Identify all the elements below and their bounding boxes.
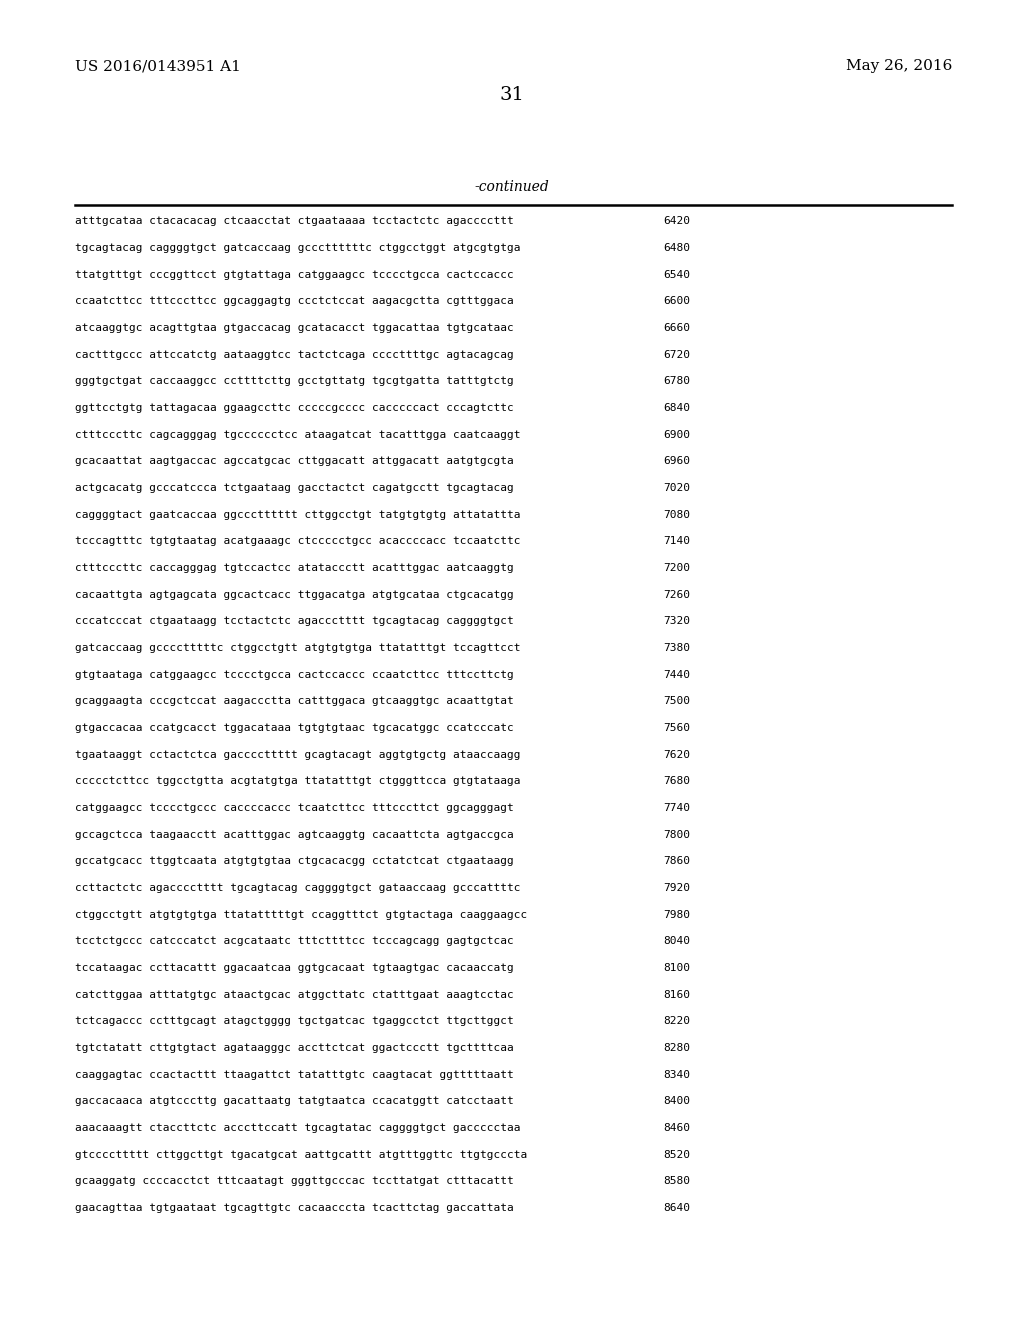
Text: cccatcccat ctgaataagg tcctactctc agaccctttt tgcagtacag caggggtgct: cccatcccat ctgaataagg tcctactctc agaccct… (75, 616, 513, 627)
Text: -continued: -continued (475, 180, 549, 194)
Text: tcctctgccc catcccatct acgcataatc tttcttttcc tcccagcagg gagtgctcac: tcctctgccc catcccatct acgcataatc tttcttt… (75, 936, 513, 946)
Text: 8160: 8160 (664, 990, 690, 999)
Text: gccatgcacc ttggtcaata atgtgtgtaa ctgcacacgg cctatctcat ctgaataagg: gccatgcacc ttggtcaata atgtgtgtaa ctgcaca… (75, 857, 513, 866)
Text: 7740: 7740 (664, 803, 690, 813)
Text: 7140: 7140 (664, 536, 690, 546)
Text: tcccagtttc tgtgtaatag acatgaaagc ctccccctgcc acaccccacc tccaatcttc: tcccagtttc tgtgtaatag acatgaaagc ctccccc… (75, 536, 520, 546)
Text: 8460: 8460 (664, 1123, 690, 1133)
Text: ttatgtttgt cccggttcct gtgtattaga catggaagcc tcccctgcca cactccaccc: ttatgtttgt cccggttcct gtgtattaga catggaa… (75, 269, 513, 280)
Text: tgcagtacag caggggtgct gatcaccaag gcccttttttc ctggcctggt atgcgtgtga: tgcagtacag caggggtgct gatcaccaag gcccttt… (75, 243, 520, 253)
Text: 7560: 7560 (664, 723, 690, 733)
Text: 7380: 7380 (664, 643, 690, 653)
Text: tgtctatatt cttgtgtact agataagggc accttctcat ggactccctt tgcttttcaa: tgtctatatt cttgtgtact agataagggc accttct… (75, 1043, 513, 1053)
Text: ctttcccttc caccagggag tgtccactcc atataccctt acatttggac aatcaaggtg: ctttcccttc caccagggag tgtccactcc atatacc… (75, 564, 513, 573)
Text: gcaaggatg ccccacctct tttcaatagt gggttgcccac tccttatgat ctttacattt: gcaaggatg ccccacctct tttcaatagt gggttgcc… (75, 1176, 513, 1187)
Text: 7620: 7620 (664, 750, 690, 760)
Text: actgcacatg gcccatccca tctgaataag gacctactct cagatgcctt tgcagtacag: actgcacatg gcccatccca tctgaataag gacctac… (75, 483, 513, 494)
Text: 7680: 7680 (664, 776, 690, 787)
Text: caaggagtac ccactacttt ttaagattct tatatttgtc caagtacat ggtttttaatt: caaggagtac ccactacttt ttaagattct tatattt… (75, 1069, 513, 1080)
Text: US 2016/0143951 A1: US 2016/0143951 A1 (75, 59, 241, 74)
Text: ctggcctgtt atgtgtgtga ttatatttttgt ccaggtttct gtgtactaga caaggaagcc: ctggcctgtt atgtgtgtga ttatatttttgt ccagg… (75, 909, 527, 920)
Text: 7440: 7440 (664, 669, 690, 680)
Text: 8400: 8400 (664, 1097, 690, 1106)
Text: 8520: 8520 (664, 1150, 690, 1160)
Text: 6840: 6840 (664, 403, 690, 413)
Text: 7320: 7320 (664, 616, 690, 627)
Text: 7020: 7020 (664, 483, 690, 494)
Text: 6420: 6420 (664, 216, 690, 227)
Text: 8040: 8040 (664, 936, 690, 946)
Text: ccccctcttcc tggcctgtta acgtatgtga ttatatttgt ctgggttcca gtgtataaga: ccccctcttcc tggcctgtta acgtatgtga ttatat… (75, 776, 520, 787)
Text: 8100: 8100 (664, 964, 690, 973)
Text: 8220: 8220 (664, 1016, 690, 1027)
Text: catggaagcc tcccctgccc caccccaccc tcaatcttcc tttcccttct ggcagggagt: catggaagcc tcccctgccc caccccaccc tcaatct… (75, 803, 513, 813)
Text: tccataagac ccttacattt ggacaatcaa ggtgcacaat tgtaagtgac cacaaccatg: tccataagac ccttacattt ggacaatcaa ggtgcac… (75, 964, 513, 973)
Text: ctttcccttc cagcagggag tgcccccctcc ataagatcat tacatttgga caatcaaggt: ctttcccttc cagcagggag tgcccccctcc ataaga… (75, 430, 520, 440)
Text: catcttggaa atttatgtgc ataactgcac atggcttatc ctatttgaat aaagtcctac: catcttggaa atttatgtgc ataactgcac atggctt… (75, 990, 513, 999)
Text: gcaggaagta cccgctccat aagaccctta catttggaca gtcaaggtgc acaattgtat: gcaggaagta cccgctccat aagaccctta catttgg… (75, 697, 513, 706)
Text: gtgaccacaa ccatgcacct tggacataaa tgtgtgtaac tgcacatggc ccatcccatc: gtgaccacaa ccatgcacct tggacataaa tgtgtgt… (75, 723, 513, 733)
Text: May 26, 2016: May 26, 2016 (846, 59, 952, 74)
Text: gtgtaataga catggaagcc tcccctgcca cactccaccc ccaatcttcc tttccttctg: gtgtaataga catggaagcc tcccctgcca cactcca… (75, 669, 513, 680)
Text: gtccccttttt cttggcttgt tgacatgcat aattgcattt atgtttggttc ttgtgcccta: gtccccttttt cttggcttgt tgacatgcat aattgc… (75, 1150, 527, 1160)
Text: 7500: 7500 (664, 697, 690, 706)
Text: ggttcctgtg tattagacaa ggaagccttc cccccgcccc cacccccact cccagtcttc: ggttcctgtg tattagacaa ggaagccttc cccccgc… (75, 403, 513, 413)
Text: 31: 31 (500, 86, 524, 104)
Text: 7980: 7980 (664, 909, 690, 920)
Text: 7200: 7200 (664, 564, 690, 573)
Text: caggggtact gaatcaccaa ggccctttttt cttggcctgt tatgtgtgtg attatattta: caggggtact gaatcaccaa ggccctttttt cttggc… (75, 510, 520, 520)
Text: 6540: 6540 (664, 269, 690, 280)
Text: 7860: 7860 (664, 857, 690, 866)
Text: 7260: 7260 (664, 590, 690, 599)
Text: gggtgctgat caccaaggcc ccttttcttg gcctgttatg tgcgtgatta tatttgtctg: gggtgctgat caccaaggcc ccttttcttg gcctgtt… (75, 376, 513, 387)
Text: 6960: 6960 (664, 457, 690, 466)
Text: 6480: 6480 (664, 243, 690, 253)
Text: 7920: 7920 (664, 883, 690, 894)
Text: tgaataaggt cctactctca gaccccttttt gcagtacagt aggtgtgctg ataaccaagg: tgaataaggt cctactctca gaccccttttt gcagta… (75, 750, 520, 760)
Text: tctcagaccc cctttgcagt atagctgggg tgctgatcac tgaggcctct ttgcttggct: tctcagaccc cctttgcagt atagctgggg tgctgat… (75, 1016, 513, 1027)
Text: 8340: 8340 (664, 1069, 690, 1080)
Text: atttgcataa ctacacacag ctcaacctat ctgaataaaa tcctactctc agaccccttt: atttgcataa ctacacacag ctcaacctat ctgaata… (75, 216, 513, 227)
Text: gaacagttaa tgtgaataat tgcagttgtc cacaacccta tcacttctag gaccattata: gaacagttaa tgtgaataat tgcagttgtc cacaacc… (75, 1203, 513, 1213)
Text: ccttactctc agacccctttt tgcagtacag caggggtgct gataaccaag gcccattttc: ccttactctc agacccctttt tgcagtacag cagggg… (75, 883, 520, 894)
Text: 6720: 6720 (664, 350, 690, 360)
Text: 7800: 7800 (664, 830, 690, 840)
Text: cactttgccc attccatctg aataaggtcc tactctcaga ccccttttgc agtacagcag: cactttgccc attccatctg aataaggtcc tactctc… (75, 350, 513, 360)
Text: 8640: 8640 (664, 1203, 690, 1213)
Text: gaccacaaca atgtcccttg gacattaatg tatgtaatca ccacatggtt catcctaatt: gaccacaaca atgtcccttg gacattaatg tatgtaa… (75, 1097, 513, 1106)
Text: 6900: 6900 (664, 430, 690, 440)
Text: gccagctcca taagaacctt acatttggac agtcaaggtg cacaattcta agtgaccgca: gccagctcca taagaacctt acatttggac agtcaag… (75, 830, 513, 840)
Text: aaacaaagtt ctaccttctc acccttccatt tgcagtatac caggggtgct gaccccctaa: aaacaaagtt ctaccttctc acccttccatt tgcagt… (75, 1123, 520, 1133)
Text: ccaatcttcc tttcccttcc ggcaggagtg ccctctccat aagacgctta cgtttggaca: ccaatcttcc tttcccttcc ggcaggagtg ccctctc… (75, 297, 513, 306)
Text: 6780: 6780 (664, 376, 690, 387)
Text: 6660: 6660 (664, 323, 690, 333)
Text: gcacaattat aagtgaccac agccatgcac cttggacatt attggacatt aatgtgcgta: gcacaattat aagtgaccac agccatgcac cttggac… (75, 457, 513, 466)
Text: atcaaggtgc acagttgtaa gtgaccacag gcatacacct tggacattaa tgtgcataac: atcaaggtgc acagttgtaa gtgaccacag gcataca… (75, 323, 513, 333)
Text: cacaattgta agtgagcata ggcactcacc ttggacatga atgtgcataa ctgcacatgg: cacaattgta agtgagcata ggcactcacc ttggaca… (75, 590, 513, 599)
Text: gatcaccaag gcccctttttc ctggcctgtt atgtgtgtga ttatatttgt tccagttcct: gatcaccaag gcccctttttc ctggcctgtt atgtgt… (75, 643, 520, 653)
Text: 8280: 8280 (664, 1043, 690, 1053)
Text: 7080: 7080 (664, 510, 690, 520)
Text: 8580: 8580 (664, 1176, 690, 1187)
Text: 6600: 6600 (664, 297, 690, 306)
